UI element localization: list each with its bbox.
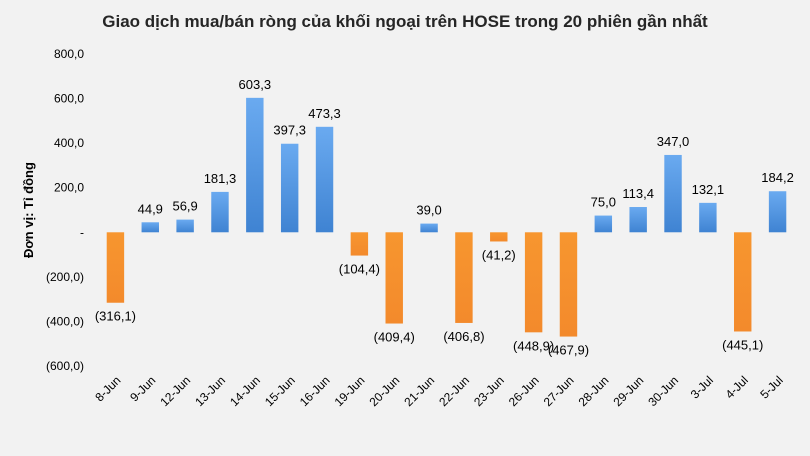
bar-30-Jun: [664, 154, 682, 233]
bar-13-Jun: [211, 191, 229, 233]
x-tick-label: 3-Jul: [688, 373, 716, 401]
y-tick-label: (600,0): [46, 359, 84, 373]
bar-29-Jun: [629, 207, 647, 233]
x-tick-label: 15-Jun: [262, 373, 298, 409]
bar-4-Jul: [734, 232, 752, 332]
bar-19-Jun: [350, 232, 369, 256]
data-label: (104,4): [339, 262, 380, 277]
y-tick-label: 200,0: [54, 181, 84, 195]
y-tick-label: 600,0: [54, 92, 84, 106]
bar-15-Jun: [280, 143, 299, 233]
bar-9-Jun: [141, 222, 159, 233]
x-tick-label: 23-Jun: [471, 373, 507, 409]
data-label: (41,2): [482, 247, 516, 262]
data-label: 75,0: [591, 195, 616, 210]
bar-20-Jun: [385, 232, 403, 324]
y-tick-label: 800,0: [54, 47, 84, 61]
bar-5-Jul: [768, 191, 787, 233]
data-label: 347,0: [657, 134, 690, 149]
x-tick-label: 12-Jun: [157, 373, 193, 409]
bar-22-Jun: [455, 232, 473, 323]
bar-26-Jun: [524, 232, 543, 333]
x-tick-label: 16-Jun: [297, 373, 333, 409]
x-tick-label: 8-Jun: [92, 373, 123, 404]
bar-23-Jun: [490, 232, 508, 242]
x-tick-label: 4-Jul: [723, 373, 751, 401]
data-label: 132,1: [692, 182, 725, 197]
x-tick-label: 14-Jun: [227, 373, 263, 409]
x-tick-label: 29-Jun: [610, 373, 646, 409]
bar-3-Jul: [699, 202, 717, 233]
bar-27-Jun: [559, 232, 578, 337]
chart-title: Giao dịch mua/bán ròng của khối ngoại tr…: [102, 12, 708, 31]
x-axis: 8-Jun 9-Jun12-Jun13-Jun14-Jun15-Jun16-Jun…: [92, 373, 785, 409]
bars-group: [106, 97, 787, 337]
y-axis-label: Đơn vị: Tỉ đồng: [21, 162, 36, 258]
y-axis: 800,0 600,0 400,0 200,0 - (200,0) (400,0) (600,…: [46, 47, 84, 373]
x-tick-label: 26-Jun: [506, 373, 542, 409]
data-label: (406,8): [443, 329, 484, 344]
data-label: 397,3: [273, 123, 306, 138]
y-tick-label: 400,0: [54, 136, 84, 150]
data-label: 39,0: [416, 203, 441, 218]
data-label: 603,3: [239, 77, 272, 92]
data-label: (445,1): [722, 337, 763, 352]
x-tick-label: 27-Jun: [541, 373, 577, 409]
x-tick-label: 13-Jun: [192, 373, 228, 409]
x-tick-label: 19-Jun: [332, 373, 368, 409]
x-tick-label: 28-Jun: [576, 373, 612, 409]
data-label: 113,4: [622, 186, 654, 201]
bar-8-Jun: [106, 232, 125, 303]
bar-12-Jun: [176, 219, 194, 233]
x-tick-label: 9-Jun: [127, 373, 158, 404]
data-label: (409,4): [374, 330, 415, 345]
data-label: (448,9): [513, 338, 554, 353]
data-label: 56,9: [172, 199, 197, 214]
x-tick-label: 5-Jul: [757, 373, 785, 401]
y-tick-label: -: [80, 225, 84, 239]
y-tick-label: (200,0): [46, 270, 84, 284]
bar-14-Jun: [246, 97, 264, 233]
data-label: 181,3: [204, 171, 237, 186]
bar-16-Jun: [315, 126, 334, 233]
data-label: 184,2: [761, 170, 794, 185]
data-label: 473,3: [308, 106, 341, 121]
bar-21-Jun: [420, 223, 438, 233]
bar-28-Jun: [594, 215, 613, 233]
data-label: (316,1): [95, 309, 136, 324]
x-tick-label: 22-Jun: [436, 373, 472, 409]
y-tick-label: (400,0): [46, 314, 84, 328]
data-label: (467,9): [548, 343, 589, 358]
data-label: 44,9: [138, 201, 163, 216]
x-tick-label: 30-Jun: [645, 373, 681, 409]
x-tick-label: 20-Jun: [366, 373, 402, 409]
x-tick-label: 21-Jun: [401, 373, 437, 409]
